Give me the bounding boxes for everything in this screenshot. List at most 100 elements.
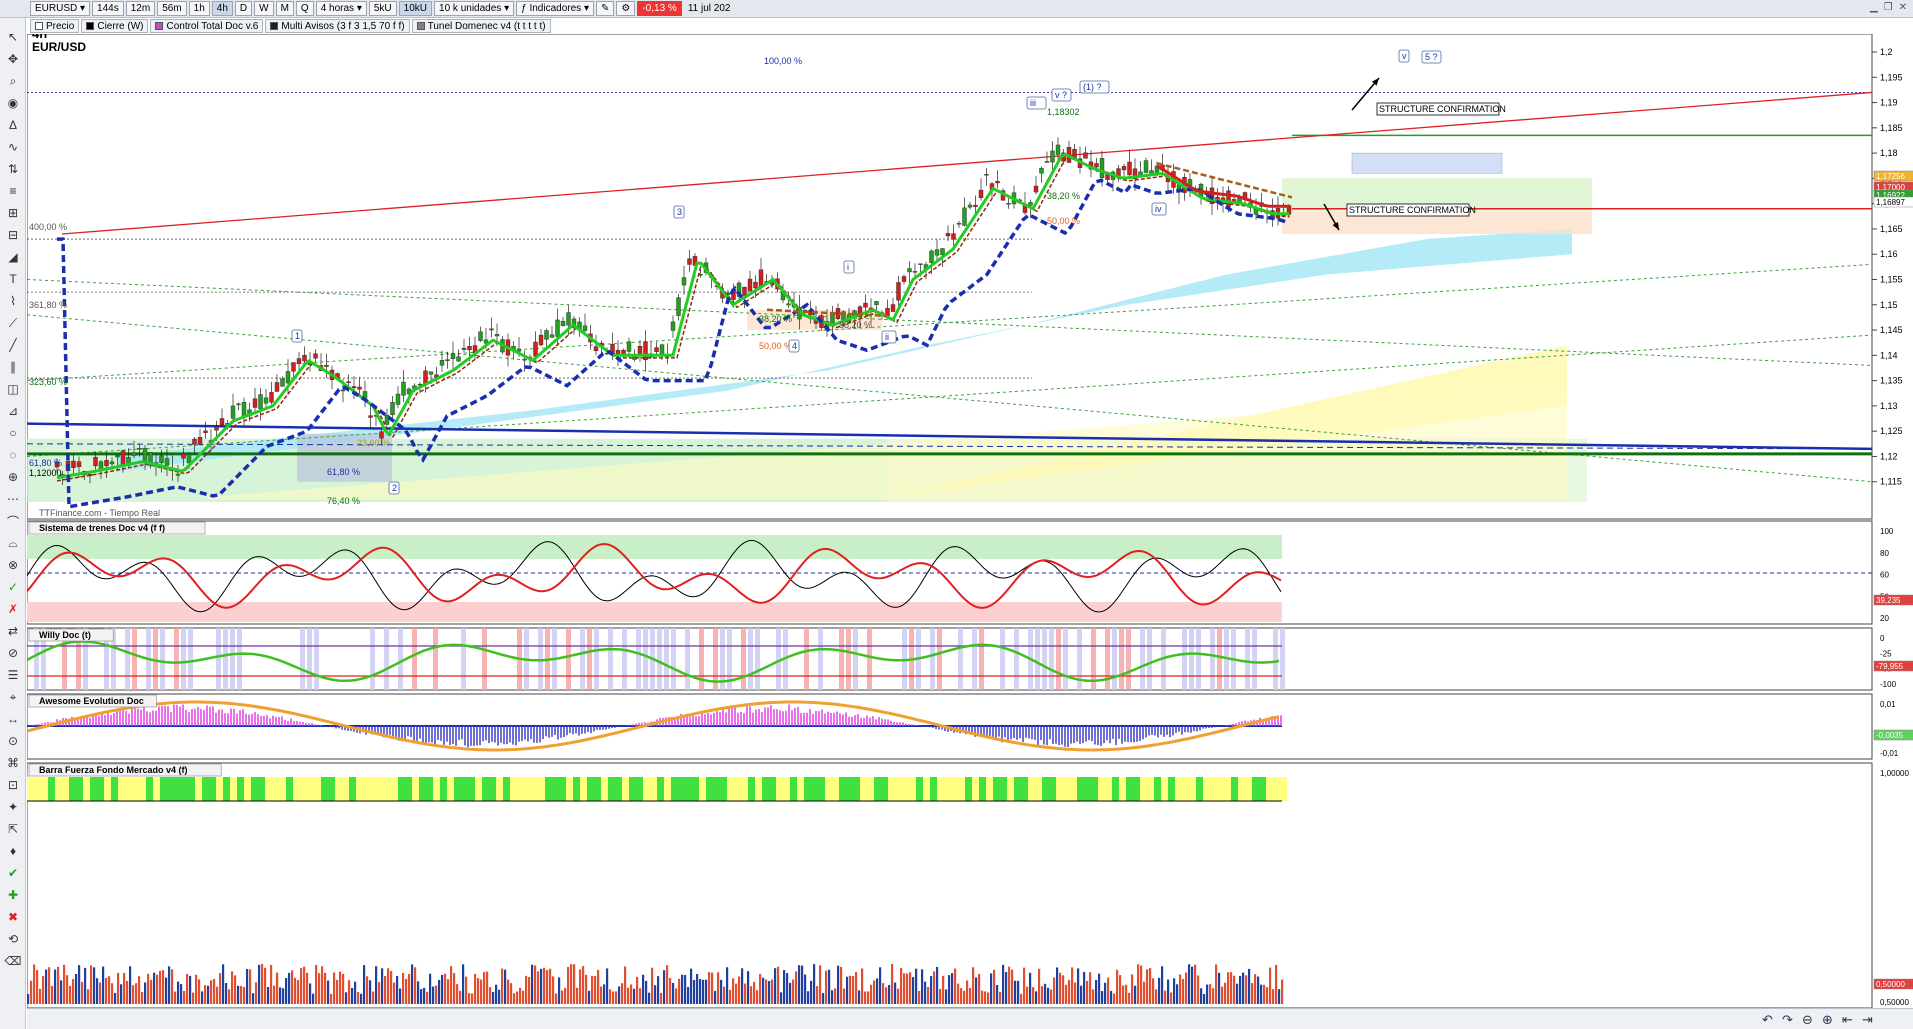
timeframe-button-m[interactable]: M [275,1,294,16]
drawing-tool-icon[interactable]: ◌ [9,448,17,462]
strength-bar [513,993,516,1004]
drawing-tool-icon[interactable]: ≡ [9,184,17,198]
drawing-tool-icon[interactable]: ✚ [7,888,19,902]
drawing-tool-icon[interactable]: ◢ [8,250,18,264]
drawing-tool-icon[interactable]: ⌖ [9,689,17,704]
drawing-tool-icon[interactable]: ☰ [7,668,19,682]
strength-bar [225,983,228,1004]
navigation-icon[interactable]: ⊖ [1802,1012,1813,1027]
watermark: TTFinance.com - Tiempo Real [39,508,160,518]
drawing-tool-icon[interactable]: ◉ [7,96,19,110]
drawing-tools-button[interactable]: ✎ [595,1,615,16]
drawing-tool-icon[interactable]: ⊕ [7,470,19,484]
drawing-tool-icon[interactable]: ⊞ [7,206,19,220]
drawing-tool-icon[interactable]: ⇅ [7,162,19,176]
strength-bar [150,979,153,1004]
drawing-tool-icon[interactable]: ◫ [7,382,19,396]
drawing-tool-icon[interactable]: ✦ [7,800,19,814]
strength-bar [1104,982,1107,1004]
candle-body [252,398,258,408]
series-chip[interactable]: Multi Avisos (3 f 3 1,5 70 f f) [265,19,410,33]
drawing-tool-icon[interactable]: ⌇ [10,294,16,308]
strength-bar [360,993,363,1004]
drawing-tool-icon[interactable]: ↖ [7,30,19,44]
drawing-tool-icon[interactable]: Δ [8,118,17,132]
timeframe-button-4h[interactable]: 4h [211,1,233,16]
price-axis-label: 1,2 [1880,47,1893,57]
drawing-tool-icon[interactable]: ⊿ [7,404,19,418]
series-chip[interactable]: Tunel Domenec v4 (t t t t t) [411,19,551,33]
navigation-icon[interactable]: ⇤ [1842,1012,1853,1027]
drawing-tool-icon[interactable]: ⌫ [4,954,22,968]
timeframe-button-w[interactable]: W [254,1,274,16]
drawing-tool-icon[interactable]: ↔ [7,712,19,726]
drawing-tool-icon[interactable]: ⇄ [7,624,19,638]
drawing-tool-icon[interactable]: T [9,272,17,286]
drawing-tool-icon[interactable]: ╱ [9,338,17,352]
strength-band [1189,777,1196,801]
drawing-tool-icon[interactable]: ⇱ [7,822,19,836]
drawing-tool-icon[interactable]: ⊘ [7,646,19,660]
strength-bar [630,984,633,1004]
strength-band [601,777,608,801]
drawing-tool-icon[interactable]: ⊟ [7,228,19,242]
timeframe-button-q[interactable]: Q [295,1,314,16]
period-select[interactable]: 4 horas ▾ [315,1,367,16]
drawing-tool-icon[interactable]: ⋯ [7,492,19,506]
navigation-icon[interactable]: ⊕ [1822,1012,1833,1027]
settings-button[interactable]: ⚙ [616,1,636,16]
navigation-icon[interactable]: ↶ [1762,1012,1773,1027]
timeframe-button-1h[interactable]: 1h [188,1,210,16]
strength-bar [60,980,63,1004]
strength-bar [168,966,171,1004]
drawing-tool-icon[interactable]: ⊡ [7,778,19,792]
drawing-tool-icon[interactable]: ⌓ [8,535,18,550]
willy-bar [538,628,543,690]
annotation-label: STRUCTURE CONFIRMATION [1379,104,1506,114]
drawing-tool-icon[interactable]: ✓ [7,580,19,594]
units-button-10k[interactable]: 10kU [398,1,433,16]
drawing-tool-icon[interactable]: ⊙ [7,734,19,748]
willy-bar [1189,628,1194,690]
strength-bar [201,991,204,1004]
strength-bar [798,965,801,1004]
strength-bar [771,979,774,1004]
navigation-icon[interactable]: ⇥ [1862,1012,1873,1027]
candle-body [296,358,302,364]
drawing-tool-icon[interactable]: ⌒ [6,514,19,529]
timeframe-button-d[interactable]: D [234,1,253,16]
drawing-tool-icon[interactable]: ⟲ [7,932,19,946]
series-chip[interactable]: Control Total Doc v.6 [150,19,264,33]
drawing-tool-icon[interactable]: ⌘ [7,756,19,770]
drawing-tool-icon[interactable]: ✗ [7,602,19,616]
symbol-select[interactable]: EURUSD ▾ [30,1,91,16]
chart-canvas[interactable]: 1,21,1951,191,1851,181,1751,171,1651,161… [27,34,1913,1009]
strength-bar [1107,977,1110,1004]
drawing-tool-icon[interactable]: ✖ [7,910,19,924]
series-chip[interactable]: Precio [30,19,80,33]
timeframe-button-144s[interactable]: 144s [92,1,124,16]
strength-bar [174,991,177,1004]
units-button-5k[interactable]: 5kU [368,1,397,16]
drawing-tool-icon[interactable]: ♦ [9,844,17,858]
minimize-icon[interactable]: ▁ [1869,2,1878,13]
indicators-button[interactable]: ƒ Indicadores ▾ [516,1,594,16]
close-icon[interactable]: ✕ [1898,2,1907,13]
strength-band [1245,777,1252,801]
drawing-tool-icon[interactable]: ✥ [7,52,19,66]
drawing-tool-icon[interactable]: ✔ [7,866,19,880]
drawing-tool-icon[interactable]: ∥ [10,360,16,374]
strength-bar [1074,982,1077,1004]
series-chip[interactable]: Cierre (W) [81,19,149,33]
timeframe-button-12m[interactable]: 12m [125,1,156,16]
navigation-icon[interactable]: ↷ [1782,1012,1793,1027]
series-color-swatch [86,22,95,30]
drawing-tool-icon[interactable]: ○ [9,426,17,440]
drawing-tool-icon[interactable]: ⊗ [7,558,19,572]
restore-icon[interactable]: ❐ [1883,2,1893,13]
drawing-tool-icon[interactable]: ⟋ [8,315,18,330]
units-select[interactable]: 10 k unidades ▾ [434,1,515,16]
drawing-tool-icon[interactable]: ∿ [7,140,19,154]
timeframe-button-56m[interactable]: 56m [157,1,187,16]
drawing-tool-icon[interactable]: ⌕ [9,73,17,88]
